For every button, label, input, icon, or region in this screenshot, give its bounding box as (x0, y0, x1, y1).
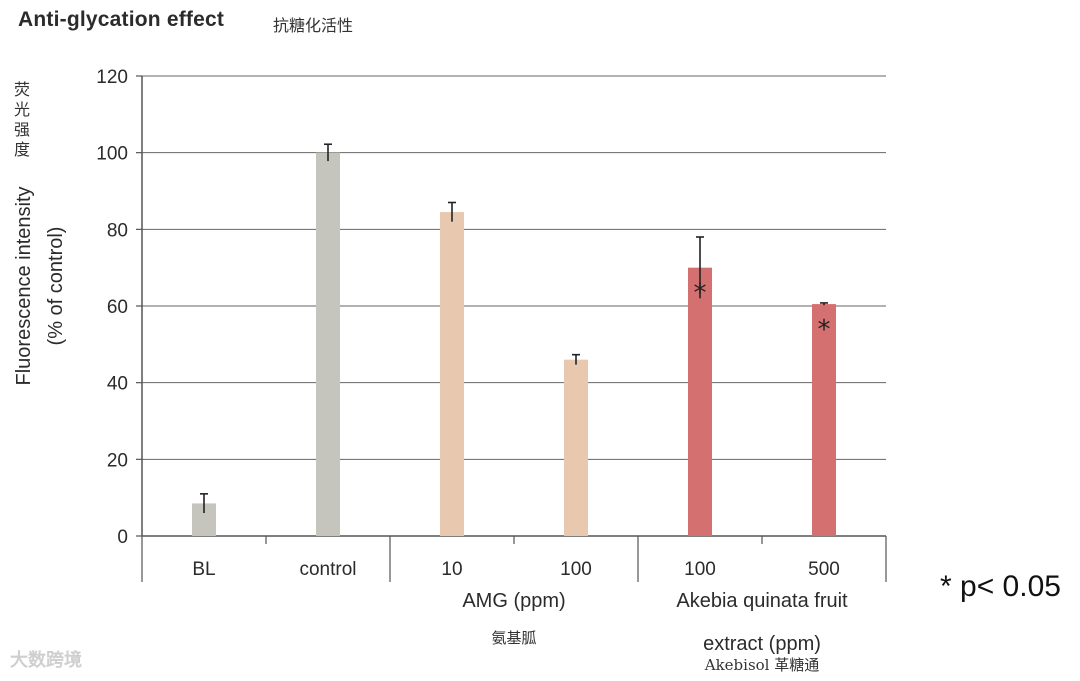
y-axis-title-line1: Fluorescence intensity (13, 187, 35, 386)
significance-star: * (694, 279, 707, 309)
group-label: Akebia quinata fruit (676, 590, 848, 612)
y-tick-label: 60 (107, 297, 128, 318)
group-sublabel-chinese: Akebisol 革糖通 (704, 656, 820, 674)
y-tick-label: 0 (117, 527, 128, 548)
chart-title: Anti-glycation effect (18, 8, 225, 31)
y-tick-label: 120 (96, 67, 128, 88)
x-category-label: 100 (560, 559, 592, 580)
bar (688, 267, 712, 536)
x-category-label: control (299, 559, 356, 580)
y-tick-label: 40 (107, 374, 128, 395)
watermark: 大数跨境 (10, 650, 82, 670)
bar (812, 304, 836, 536)
x-category-label: 500 (808, 559, 840, 580)
bar (440, 212, 464, 537)
x-category-label: 100 (684, 559, 716, 580)
x-category-label: BL (192, 559, 215, 580)
y-tick-label: 100 (96, 144, 128, 165)
y-axis-title-line2: (% of control) (45, 227, 67, 346)
group-sublabel-chinese: 氨基胍 (491, 629, 536, 647)
x-category-label: 10 (441, 559, 462, 580)
significance-star: * (818, 315, 831, 345)
bar (316, 152, 340, 536)
y-tick-label: 20 (107, 450, 128, 471)
group-label: AMG (ppm) (462, 590, 565, 612)
chart-title-chinese: 抗糖化活性 (273, 16, 354, 35)
significance-note: * p< 0.05 (940, 570, 1061, 603)
bar (564, 359, 588, 536)
group-label-line2: extract (ppm) (703, 633, 821, 655)
y-axis-label-chinese: 荧光强度 (13, 80, 30, 159)
y-tick-label: 80 (107, 220, 128, 241)
